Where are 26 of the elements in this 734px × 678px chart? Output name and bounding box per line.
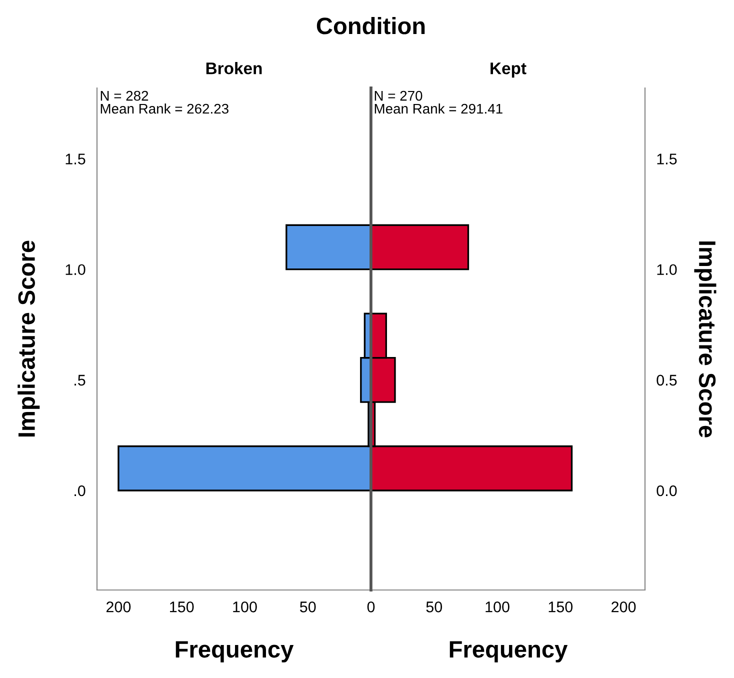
y-tick-label: 1.5 [657,154,677,164]
x-tick-label: 200 [106,602,131,612]
annotation: N = 282 Mean Rank = 262.23 [100,90,228,114]
annotation: N = 270 Mean Rank = 291.41 [374,90,502,114]
x-axis-title: Frequency [176,641,294,662]
chart-title: Kept [490,62,526,78]
x-axis-title: Frequency [450,641,568,662]
y-axis-title: Implicature Score [18,240,40,436]
x-tick-label: 100 [486,602,510,612]
x-tick-label: 150 [170,602,194,612]
y-tick-label: 1.0 [66,264,86,276]
x-tick-label: 0 [367,602,375,612]
x-tick-label: 50 [300,602,316,612]
x-tick-label: 100 [233,602,257,612]
text: Condition [316,16,425,34]
y-tick-label: .0 [74,485,86,496]
y-tick-label: 1.5 [66,154,86,164]
chart-title: Broken [206,62,262,74]
x-tick-label: 50 [426,602,442,612]
y-tick-label: 0.5 [656,374,677,386]
y-tick-label: .5 [74,374,86,386]
x-tick-label: 150 [548,602,573,612]
x-tick-label: 200 [612,602,636,612]
y-axis-title: Implicature Score [694,242,716,438]
y-tick-label: 0.0 [656,485,677,496]
y-tick-label: 1.0 [657,264,677,276]
